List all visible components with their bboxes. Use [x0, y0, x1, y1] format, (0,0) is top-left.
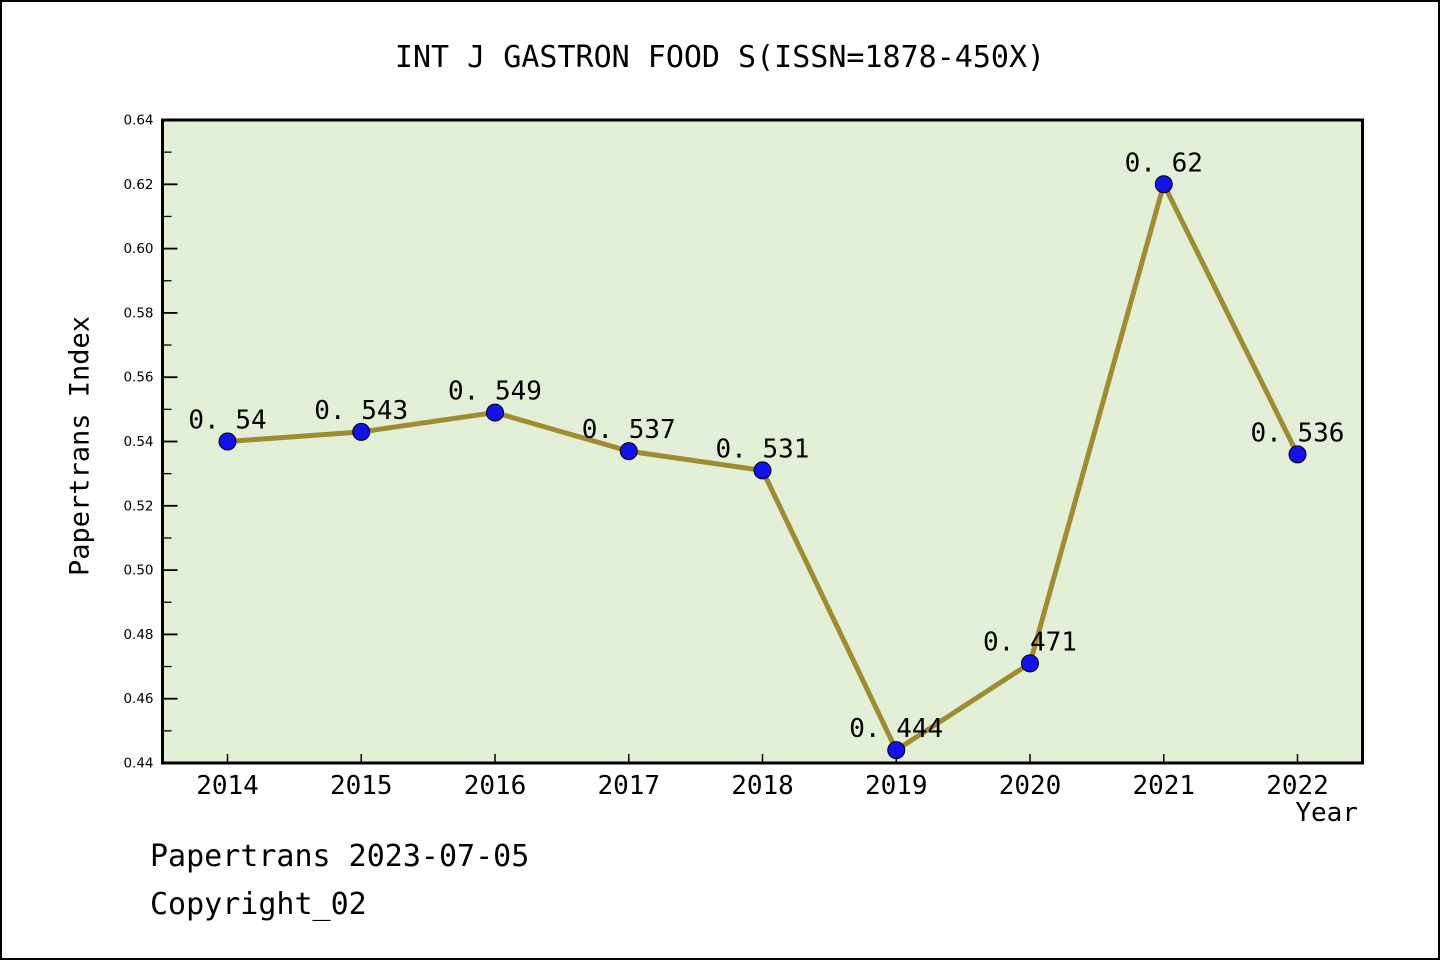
x-tick-label: 2019 — [865, 771, 928, 801]
x-tick-label: 2022 — [1266, 771, 1329, 801]
plot-border — [161, 118, 1364, 765]
y-tick-label: 0.48 — [123, 627, 153, 643]
data-point — [1288, 445, 1307, 464]
x-tick-label: 2014 — [196, 771, 259, 801]
x-tick-label: 2018 — [731, 771, 794, 801]
data-point-label: 0. 471 — [983, 627, 1077, 657]
data-point-label: 0. 543 — [314, 396, 408, 426]
x-tick-label: 2015 — [330, 771, 393, 801]
y-tick-label: 0.60 — [123, 241, 153, 257]
data-point — [218, 432, 237, 451]
data-point-label: 0. 54 — [188, 406, 266, 436]
x-tick-label: 2016 — [464, 771, 527, 801]
plot-area — [162, 120, 1363, 763]
y-tick-label: 0.46 — [123, 691, 153, 707]
y-tick-label: 0.54 — [123, 434, 153, 450]
footer-copyright: Copyright_02 — [150, 887, 367, 922]
data-point — [1154, 175, 1173, 194]
data-point-label: 0. 536 — [1251, 418, 1345, 448]
data-point-label: 0. 549 — [448, 377, 542, 407]
y-tick-label: 0.56 — [123, 370, 153, 386]
data-point-label: 0. 444 — [849, 714, 943, 744]
y-tick-label: 0.52 — [123, 498, 153, 514]
data-point — [352, 422, 371, 441]
data-point-label: 0. 537 — [582, 415, 676, 445]
data-point — [619, 442, 638, 461]
x-tick-label: 2020 — [999, 771, 1062, 801]
y-tick-label: 0.50 — [123, 563, 153, 579]
x-tick-label: 2017 — [597, 771, 660, 801]
data-point-label: 0. 62 — [1125, 148, 1203, 178]
data-point — [1021, 654, 1039, 673]
y-axis-label: Papertrans Index — [64, 315, 96, 577]
y-tick-label: 0.64 — [123, 113, 153, 129]
x-tick-label: 2021 — [1132, 771, 1195, 801]
data-point — [486, 403, 504, 422]
data-point — [887, 741, 906, 760]
y-tick-label: 0.62 — [123, 177, 153, 193]
y-tick-label: 0.44 — [123, 756, 153, 772]
footer-date: Papertrans 2023-07-05 — [150, 839, 530, 874]
x-axis-label: Year — [1295, 798, 1358, 828]
data-point — [753, 461, 772, 480]
chart-title: INT J GASTRON FOOD S(ISSN=1878-450X) — [394, 40, 1046, 75]
y-tick-label: 0.58 — [123, 305, 153, 321]
data-point-label: 0. 531 — [716, 434, 810, 464]
